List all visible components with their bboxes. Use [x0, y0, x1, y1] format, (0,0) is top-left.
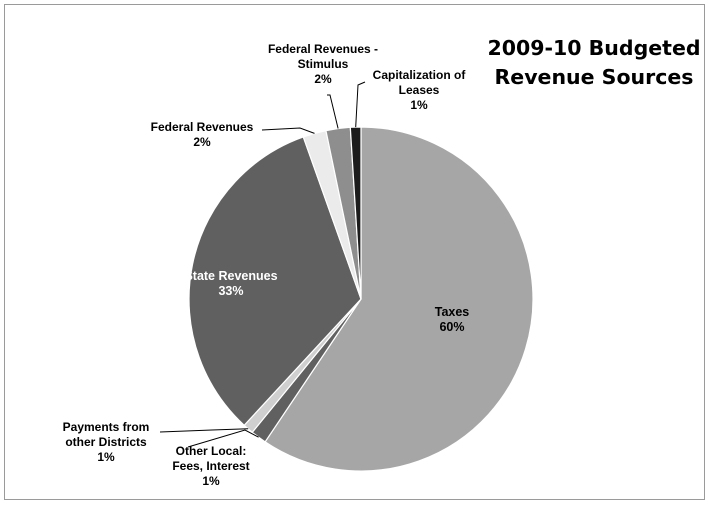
slice-label-line: Leases	[399, 83, 440, 97]
slice-label-line: State Revenues	[184, 269, 277, 283]
slice-label-line: 1%	[410, 98, 428, 112]
slice-label-line: Stimulus	[298, 57, 349, 71]
slice-label-line: Other Local:	[176, 444, 247, 458]
leader-line	[355, 81, 366, 128]
slice-label-line: 60%	[439, 320, 464, 334]
leader-line	[159, 428, 249, 433]
slice-label-line: 2%	[314, 72, 332, 86]
slice-label-line: 2%	[193, 135, 211, 149]
chart-title: 2009-10 Budgeted Revenue Sources	[478, 34, 710, 92]
slice-label-line: Payments from	[63, 420, 150, 434]
slice-label-line: 1%	[97, 450, 115, 464]
slice-label: Taxes 60%	[435, 305, 470, 334]
slice-label: Other Local: Fees, Interest 1%	[172, 444, 249, 488]
leader-line	[187, 429, 259, 448]
slice-label: Federal Revenues -Stimulus 2%	[268, 42, 378, 86]
slice-label-line: 33%	[218, 284, 243, 298]
slice-label-line: other Districts	[65, 435, 147, 449]
leader-line	[327, 94, 339, 129]
leader-line	[261, 127, 315, 134]
pie-slice	[264, 126, 534, 472]
slice-label: Payments from other Districts 1%	[63, 420, 150, 464]
slice-label: State Revenues 33%	[184, 269, 277, 298]
slice-label: Federal Revenues 2%	[151, 120, 254, 149]
slice-label-line: Taxes	[435, 305, 470, 319]
slice-label-line: Federal Revenues -	[268, 42, 378, 56]
slice-label-line: 1%	[202, 474, 220, 488]
slice-label: Capitalization of Leases 1%	[373, 68, 467, 112]
chart-title-line-2: Revenue Sources	[494, 65, 694, 89]
slice-label-line: Capitalization of	[373, 68, 467, 82]
slice-label-line: Federal Revenues	[151, 120, 254, 134]
chart-title-line-1: 2009-10 Budgeted	[487, 36, 701, 60]
pie-slice	[188, 136, 362, 427]
slice-label-line: Fees, Interest	[172, 459, 249, 473]
